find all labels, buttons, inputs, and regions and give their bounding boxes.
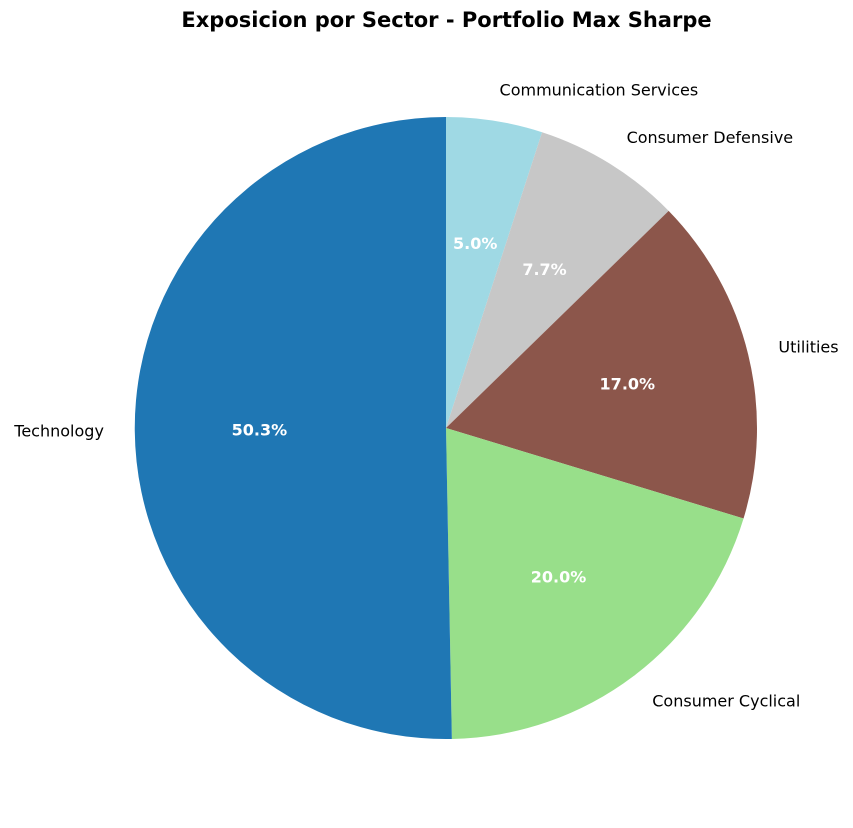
category-label-consumer-cyclical: Consumer Cyclical [652, 691, 800, 710]
pct-label-consumer-cyclical: 20.0% [531, 567, 587, 586]
pct-label-consumer-defensive: 7.7% [522, 260, 566, 279]
chart-title: Exposicion por Sector - Portfolio Max Sh… [181, 8, 712, 32]
pie-slice-consumer-cyclical [446, 428, 744, 739]
category-label-communication-services: Communication Services [500, 81, 699, 100]
pie-slice-utilities [446, 210, 758, 519]
category-labels: Communication Services Consumer Defensive… [13, 81, 838, 711]
pct-label-technology: 50.3% [232, 420, 288, 439]
pie-slices [134, 116, 758, 739]
pct-label-communication-services: 5.0% [453, 234, 497, 253]
category-label-utilities: Utilities [778, 338, 838, 357]
pie-slice-technology [134, 116, 452, 739]
category-label-technology: Technology [13, 422, 104, 441]
pct-label-utilities: 17.0% [600, 374, 656, 393]
category-label-consumer-defensive: Consumer Defensive [627, 128, 794, 147]
pie-slice-communication-services [446, 117, 543, 428]
percent-labels: 5.0% 7.7% 17.0% 20.0% 50.3% [232, 234, 655, 586]
pie-slice-consumer-defensive [446, 132, 669, 428]
